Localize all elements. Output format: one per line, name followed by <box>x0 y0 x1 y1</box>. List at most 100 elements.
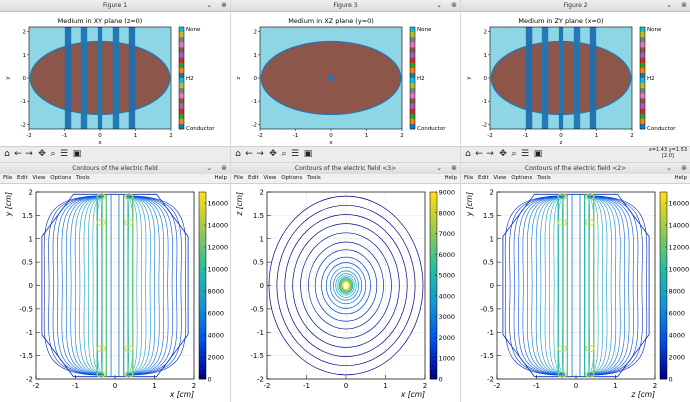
contour-line <box>48 195 104 376</box>
zoom-icon[interactable]: ⌕ <box>511 149 517 159</box>
root-menubar: File Edit View Options Tools Help <box>231 174 460 184</box>
colorbar-segment <box>660 224 667 230</box>
colorbar-segment <box>430 346 437 352</box>
colorbar-tick-label: 2000 <box>208 354 225 362</box>
colorbar-segment <box>199 313 206 319</box>
y-tick-label: 1 <box>484 53 488 59</box>
colorbar-segment <box>430 290 437 296</box>
contours1-canvas[interactable]: -2 -1 0 1 2 -2 -1.5 -1 -0.5 0 0.5 1 1.5 2 x [cm] y [cm]… <box>0 184 230 402</box>
close-icon[interactable]: ⊗ <box>451 1 457 9</box>
configure-icon[interactable]: ☰ <box>520 149 530 159</box>
back-icon[interactable]: ← <box>14 149 22 159</box>
contours2-canvas[interactable]: -2 -1 0 1 2 -2 -1.5 -1 -0.5 0 0.5 1 1.5 2 z [cm] y [cm]… <box>461 184 690 402</box>
close-icon[interactable]: ⊗ <box>681 164 687 172</box>
menu-help[interactable]: Help <box>214 175 227 181</box>
menu-tools[interactable]: Tools <box>537 175 551 181</box>
menu-file[interactable]: File <box>234 175 244 181</box>
minimize-icon[interactable]: ⌄ <box>436 1 442 9</box>
colorbar-segment <box>199 201 206 207</box>
configure-icon[interactable]: ☰ <box>59 149 69 159</box>
colorbar-segment <box>430 248 437 254</box>
close-icon[interactable]: ⊗ <box>681 1 687 9</box>
pan-icon[interactable]: ✥ <box>269 149 277 159</box>
pan-icon[interactable]: ✥ <box>499 149 507 159</box>
minimize-icon[interactable]: ⌄ <box>206 1 212 9</box>
forward-icon[interactable]: → <box>25 149 33 159</box>
figure1-titlebar[interactable]: Figure 1 ⌄ ⊗ <box>0 0 230 12</box>
menu-options[interactable]: Options <box>50 175 72 181</box>
contour-line <box>339 278 353 293</box>
colorbar-segment <box>410 83 415 89</box>
save-icon[interactable]: ▣ <box>72 149 82 159</box>
close-icon[interactable]: ⊗ <box>221 164 227 172</box>
contour-line <box>308 241 384 330</box>
minimize-icon[interactable]: ⌄ <box>666 1 672 9</box>
menu-tools[interactable]: Tools <box>307 175 321 181</box>
minimize-icon[interactable]: ⌄ <box>666 164 672 172</box>
electrode-strip <box>80 27 88 129</box>
y-tick-label: 1 <box>23 53 27 59</box>
minimize-icon[interactable]: ⌄ <box>436 164 442 172</box>
menu-view[interactable]: View <box>493 175 507 181</box>
y-tick-label: 0 <box>254 76 258 82</box>
contour-line <box>74 196 104 375</box>
menu-help[interactable]: Help <box>674 175 687 181</box>
menu-file[interactable]: File <box>3 175 13 181</box>
colorbar-segment <box>430 224 437 230</box>
colorbar-segment <box>430 294 437 300</box>
figure2-canvas[interactable]: Medium in ZY plane (x=0) -2 -1 0 1 2 -2 -1 0 1 2 z y… <box>461 12 690 145</box>
colorbar-segment <box>430 266 437 272</box>
colorbar-segment <box>430 271 437 277</box>
menu-view[interactable]: View <box>263 175 277 181</box>
menu-file[interactable]: File <box>464 175 474 181</box>
colorbar-segment <box>660 369 667 375</box>
figure3-titlebar[interactable]: Figure 3 ⌄ ⊗ <box>231 0 460 12</box>
figure2-titlebar[interactable]: Figure 2 ⌄ ⊗ <box>461 0 690 12</box>
plot-title: Medium in XZ plane (y=0) <box>288 17 374 25</box>
x-tick-label: 1 <box>152 382 156 390</box>
figure3-canvas[interactable]: Medium in XZ plane (y=0) -2 -1 0 1 2 -2 -1 0 1 2 x z… <box>231 12 460 145</box>
forward-icon[interactable]: → <box>256 149 264 159</box>
y-axis-label: y <box>5 76 11 80</box>
zoom-icon[interactable]: ⌕ <box>281 149 287 159</box>
close-icon[interactable]: ⊗ <box>221 1 227 9</box>
home-icon[interactable]: ⌂ <box>465 149 471 159</box>
pan-icon[interactable]: ✥ <box>38 149 46 159</box>
window-title: Contours of the electric field <3> <box>294 165 397 172</box>
menu-help[interactable]: Help <box>444 175 457 181</box>
save-icon[interactable]: ▣ <box>303 149 313 159</box>
contour-line <box>126 197 142 374</box>
figure1-canvas[interactable]: Medium in XY plane (z=0) -2 -1 0 1 2 -2 -1 0 1 2 x y… <box>0 12 230 145</box>
colorbar-segment <box>410 118 415 125</box>
menu-options[interactable]: Options <box>511 175 533 181</box>
menu-edit[interactable]: Edit <box>477 175 489 181</box>
close-icon[interactable]: ⊗ <box>451 164 457 172</box>
colorbar-segment <box>199 346 206 352</box>
colorbar-segment <box>179 42 184 48</box>
menu-view[interactable]: View <box>32 175 46 181</box>
save-icon[interactable]: ▣ <box>533 149 543 159</box>
menu-tools[interactable]: Tools <box>76 175 90 181</box>
zoom-icon[interactable]: ⌕ <box>50 149 56 159</box>
y-tick-label: -1 <box>21 99 26 105</box>
colorbar-tick-label: 14000 <box>669 222 690 230</box>
forward-icon[interactable]: → <box>486 149 494 159</box>
colorbar-segment <box>199 285 206 291</box>
colorbar-frame <box>178 26 185 130</box>
home-icon[interactable]: ⌂ <box>4 149 10 159</box>
back-icon[interactable]: ← <box>475 149 483 159</box>
menu-options[interactable]: Options <box>281 175 303 181</box>
configure-icon[interactable]: ☰ <box>290 149 300 159</box>
back-icon[interactable]: ← <box>245 149 253 159</box>
menu-edit[interactable]: Edit <box>247 175 259 181</box>
colorbar-tick-label: 16000 <box>208 200 229 208</box>
x-tick-label: -2 <box>257 133 262 139</box>
contours3-canvas[interactable]: -2 -1 0 1 2 -2 -1.5 -1 -0.5 0 0.5 1 1.5 2 x [cm] z [cm]… <box>231 184 460 402</box>
root-menubar: File Edit View Options Tools Help <box>0 174 230 184</box>
colorbar-segment <box>660 350 667 357</box>
home-icon[interactable]: ⌂ <box>235 149 241 159</box>
contour-line <box>329 266 363 305</box>
menu-edit[interactable]: Edit <box>16 175 28 181</box>
colorbar-segment <box>640 72 645 79</box>
minimize-icon[interactable]: ⌄ <box>206 164 212 172</box>
